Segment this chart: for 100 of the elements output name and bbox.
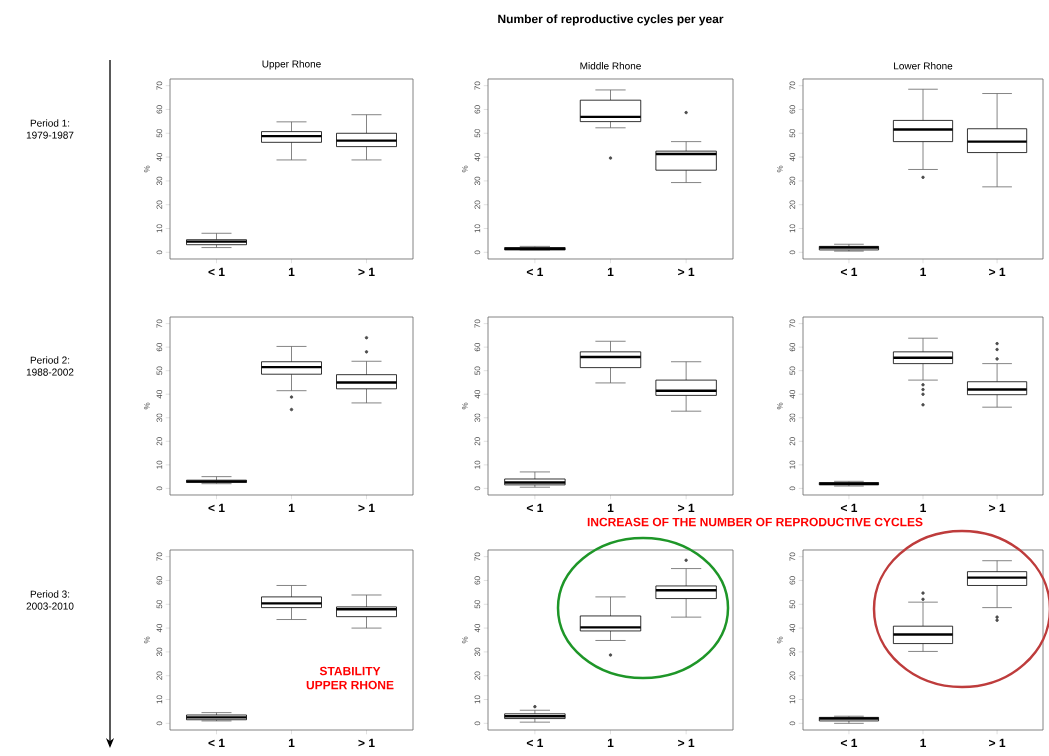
y-tick-label: 0: [156, 721, 163, 726]
y-tick-label: 30: [156, 413, 163, 422]
text: Period 2: 1988-2002: [26, 356, 74, 376]
y-tick-label: 60: [474, 343, 481, 352]
y-tick-label: 0: [474, 250, 481, 255]
y-axis-title: %: [777, 636, 783, 644]
x-tick-label: > 1: [678, 503, 695, 513]
y-tick-label: 50: [474, 600, 481, 609]
x-tick-label: < 1: [208, 503, 225, 513]
y-tick-label: 30: [474, 647, 481, 657]
x-tick-label: 1: [288, 503, 295, 513]
y-tick-label: 20: [474, 200, 481, 209]
y-tick-label: 30: [789, 176, 796, 186]
text: INCREASE OF THE NUMBER OF REPRODUCTIVE CYCLES: [587, 517, 923, 527]
y-tick-label: 0: [789, 486, 796, 491]
y-tick-label: 0: [474, 721, 481, 726]
y-tick-label: 10: [789, 460, 796, 469]
y-tick-label: 10: [789, 224, 796, 233]
x-tick-label: > 1: [989, 267, 1006, 277]
y-tick-label: 50: [474, 129, 481, 138]
x-tick-label: 1: [920, 738, 927, 748]
y-tick-label: 40: [789, 390, 796, 399]
y-tick-label: 50: [156, 600, 163, 609]
y-tick-label: 20: [789, 200, 796, 209]
chart-title: Upper Rhone: [262, 60, 321, 70]
y-tick-label: 30: [156, 176, 163, 186]
y-tick-label: 60: [156, 576, 163, 585]
y-tick-label: 0: [156, 250, 163, 255]
y-tick-label: 50: [789, 600, 796, 609]
y-tick-label: 40: [156, 623, 163, 633]
x-tick-label: 1: [920, 503, 927, 513]
y-tick-label: 60: [474, 105, 481, 114]
x-tick-label: 1: [288, 738, 295, 748]
x-tick-label: < 1: [840, 738, 858, 748]
y-tick-label: 60: [156, 343, 163, 352]
text: Number of reproductive cycles per year: [498, 14, 724, 26]
y-tick-label: 10: [474, 224, 481, 233]
y-tick-label: 70: [789, 552, 796, 561]
y-tick-label: 50: [789, 366, 796, 375]
y-tick-label: 60: [789, 343, 796, 352]
x-tick-label: 1: [607, 267, 614, 277]
y-tick-label: 70: [789, 319, 796, 328]
y-tick-label: 0: [156, 486, 163, 491]
y-axis-title: %: [777, 402, 783, 410]
y-axis-title: %: [462, 402, 468, 410]
x-tick-label: < 1: [840, 267, 858, 277]
y-tick-label: 50: [474, 366, 481, 375]
y-tick-label: 60: [474, 576, 481, 585]
y-tick-label: 30: [789, 413, 796, 422]
y-tick-label: 10: [474, 460, 481, 469]
x-tick-label: < 1: [526, 267, 544, 277]
y-tick-label: 70: [156, 81, 163, 90]
y-tick-label: 20: [156, 671, 163, 680]
y-tick-label: 0: [789, 721, 796, 726]
x-tick-label: > 1: [358, 267, 375, 277]
y-tick-label: 20: [789, 671, 796, 680]
y-tick-label: 10: [474, 695, 481, 704]
y-axis-title: %: [144, 636, 150, 644]
x-tick-label: 1: [920, 267, 927, 277]
y-tick-label: 70: [474, 552, 481, 561]
x-tick-label: > 1: [678, 738, 695, 748]
y-tick-label: 70: [474, 319, 481, 328]
x-tick-label: < 1: [208, 738, 225, 748]
y-tick-label: 0: [474, 486, 481, 491]
y-tick-label: 30: [156, 647, 163, 657]
annotation: STABILITY UPPER RHONE: [306, 666, 394, 690]
x-tick-label: < 1: [526, 738, 544, 748]
y-tick-label: 20: [156, 437, 163, 446]
chart-title: Lower Rhone: [894, 62, 953, 70]
y-tick-label: 40: [474, 152, 481, 162]
y-tick-label: 50: [789, 129, 796, 138]
y-axis-title: %: [144, 165, 150, 173]
y-tick-label: 10: [156, 695, 163, 704]
y-tick-label: 30: [474, 176, 481, 186]
x-tick-label: > 1: [989, 738, 1006, 748]
y-tick-label: 50: [156, 129, 163, 138]
x-tick-label: < 1: [840, 503, 858, 513]
y-tick-label: 40: [789, 152, 796, 162]
y-tick-label: 20: [474, 671, 481, 680]
y-tick-label: 30: [474, 413, 481, 422]
y-tick-label: 40: [789, 623, 796, 633]
y-axis-title: %: [462, 636, 468, 644]
x-tick-label: 1: [607, 738, 614, 748]
y-tick-label: 70: [474, 81, 481, 90]
x-tick-label: 1: [607, 503, 614, 513]
y-tick-label: 40: [474, 390, 481, 399]
y-axis-title: %: [777, 165, 783, 173]
y-axis-title: %: [462, 165, 468, 173]
y-tick-label: 40: [156, 152, 163, 162]
y-tick-label: 40: [474, 623, 481, 633]
x-tick-label: < 1: [208, 267, 225, 277]
x-tick-label: 1: [288, 267, 295, 277]
y-tick-label: 70: [156, 552, 163, 561]
y-tick-label: 30: [789, 647, 796, 657]
text: Period 1: 1979-1987: [26, 119, 74, 139]
x-tick-label: < 1: [526, 503, 544, 513]
y-tick-label: 60: [789, 576, 796, 585]
y-tick-label: 60: [789, 105, 796, 114]
y-tick-label: 20: [789, 437, 796, 446]
y-tick-label: 20: [474, 437, 481, 446]
